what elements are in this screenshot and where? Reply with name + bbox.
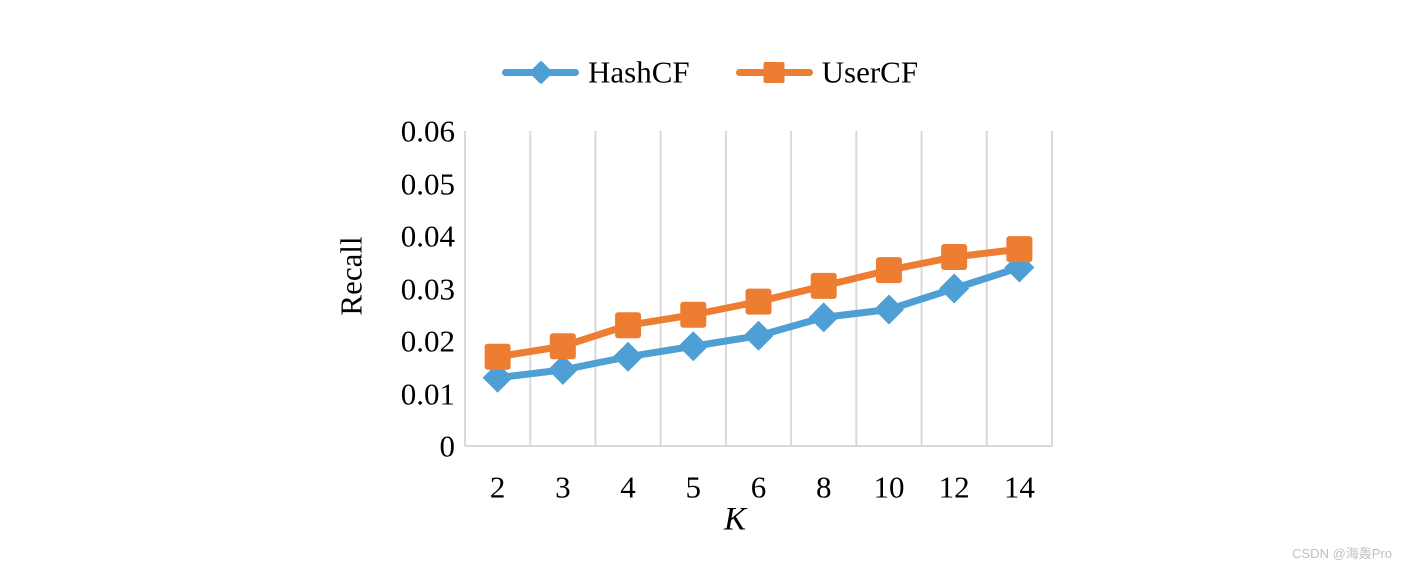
data-point-hashcf [743, 320, 774, 351]
data-point-usercf [745, 288, 772, 315]
x-axis-tick-label: 8 [815, 469, 832, 505]
data-point-usercf [549, 333, 576, 360]
legend-swatch-usercf [735, 59, 813, 85]
data-point-usercf [810, 272, 837, 299]
x-axis-tick-label: 10 [873, 469, 905, 505]
x-axis-tick-label: 14 [1003, 469, 1035, 505]
data-point-usercf [680, 301, 707, 328]
y-axis-tick-label: 0.01 [400, 376, 455, 411]
data-point-usercf [484, 343, 511, 370]
data-point-hashcf [873, 294, 904, 325]
data-point-usercf [1006, 236, 1033, 263]
legend-label-hashcf: HashCF [588, 54, 690, 90]
legend-item-usercf: UserCF [735, 54, 919, 90]
y-axis-tick-label: 0 [439, 428, 456, 464]
legend-swatch-hashcf [502, 59, 579, 85]
x-axis-tick-label: 6 [750, 469, 767, 505]
data-point-hashcf [547, 354, 578, 385]
data-point-hashcf [613, 341, 644, 372]
data-point-hashcf [482, 362, 513, 393]
square-marker-icon [763, 61, 785, 83]
x-axis-tick-label: 2 [489, 469, 506, 505]
data-point-usercf [875, 257, 902, 284]
legend-item-hashcf: HashCF [502, 57, 690, 88]
x-axis-tick-label: 12 [938, 469, 970, 505]
data-point-hashcf [678, 331, 709, 362]
data-point-hashcf [808, 302, 839, 333]
diamond-marker-icon [528, 59, 553, 85]
legend-label-usercf: UserCF [821, 54, 919, 90]
y-axis-tick-label: 0.03 [400, 271, 455, 306]
x-axis-title: K [723, 501, 747, 538]
x-axis-tick-label: 3 [555, 469, 571, 505]
watermark-text: CSDN @海轰Pro [1292, 546, 1392, 561]
y-axis-tick-label: 0.05 [400, 166, 455, 201]
x-axis-tick-label: 5 [685, 469, 702, 505]
data-point-hashcf [939, 273, 970, 304]
y-axis-tick-label: 0.02 [400, 323, 455, 359]
y-axis-tick-label: 0.06 [400, 113, 455, 149]
chart-legend: HashCF UserCF [502, 57, 918, 88]
x-axis-tick-label: 4 [620, 469, 636, 505]
data-point-usercf [615, 312, 642, 339]
data-point-usercf [941, 244, 968, 270]
y-axis-tick-label: 0.04 [400, 218, 455, 254]
